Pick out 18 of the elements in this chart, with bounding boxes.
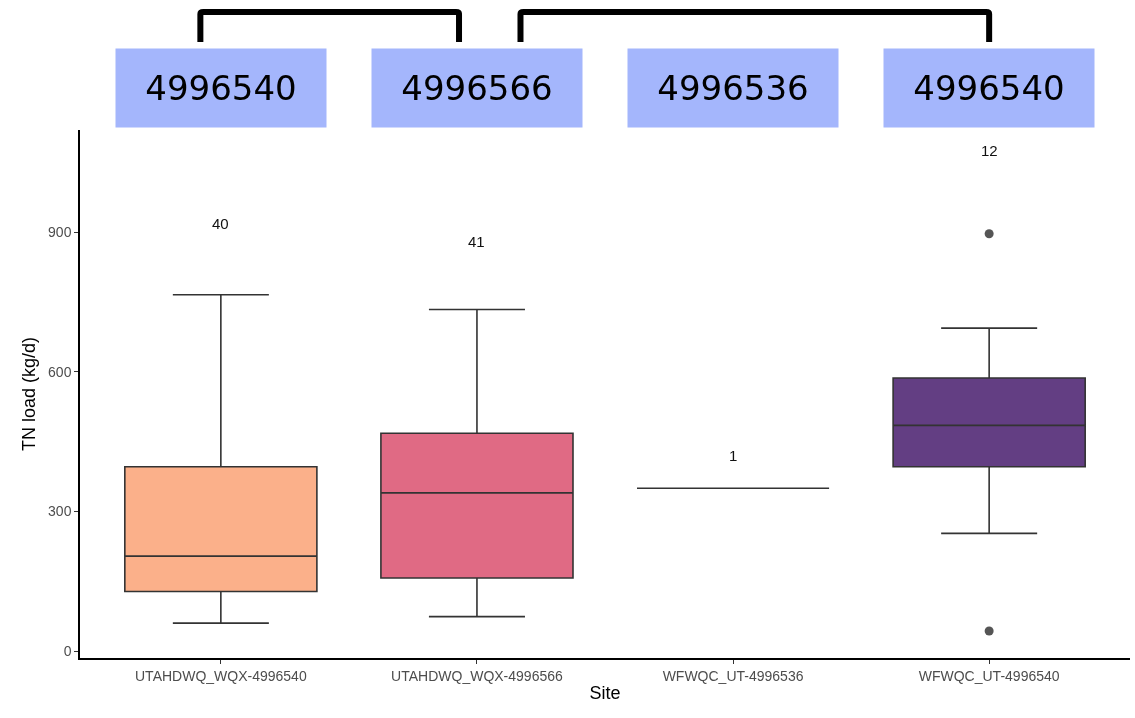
annotation: 40 bbox=[212, 215, 229, 232]
text: 4996536 bbox=[657, 68, 809, 108]
y-tick-label: 0 bbox=[63, 642, 72, 659]
y-tick-label: 600 bbox=[48, 363, 72, 380]
text: 4996540 bbox=[145, 68, 297, 108]
text: 4996566 bbox=[401, 68, 553, 108]
annotation: 41 bbox=[468, 233, 485, 250]
x-tick-label: WFWQC_UT-4996540 bbox=[918, 667, 1060, 684]
y-tick-label: 900 bbox=[48, 224, 72, 241]
x-axis-title: Site bbox=[589, 683, 621, 704]
x-tick-label: WFWQC_UT-4996536 bbox=[662, 667, 804, 684]
annotation: 12 bbox=[981, 142, 998, 159]
annotation: 1 bbox=[729, 447, 738, 464]
text: 4996540 bbox=[913, 68, 1065, 108]
x-tick-label: UTAHDWQ_WQX-4996540 bbox=[135, 667, 307, 684]
y-tick-label: 300 bbox=[48, 503, 72, 520]
y-axis-title: TN load (kg/d) bbox=[18, 336, 39, 452]
x-tick-label: UTAHDWQ_WQX-4996566 bbox=[391, 667, 563, 684]
